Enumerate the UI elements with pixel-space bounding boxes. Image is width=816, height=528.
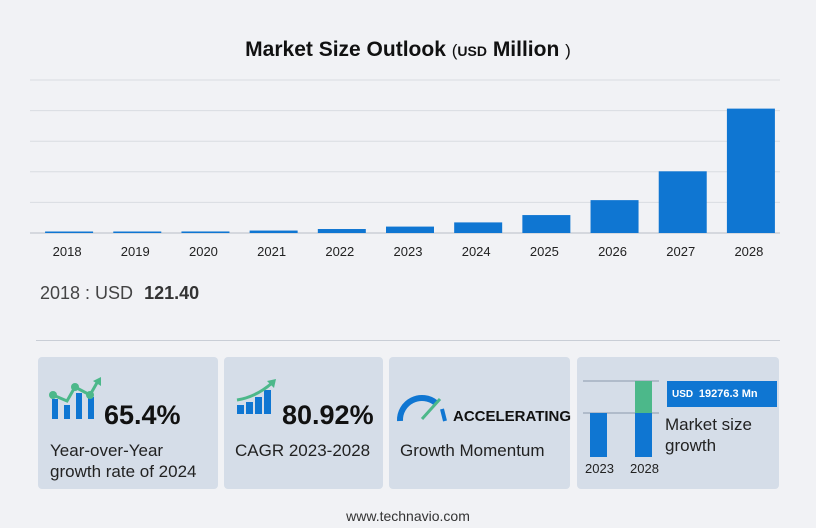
x-tick-label: 2023 (394, 244, 423, 259)
x-tick-label: 2024 (462, 244, 491, 259)
mini-year-start: 2023 (585, 461, 614, 476)
bar-chart: 2018 2019 2020 2021 2022 2023 2024 2025 2026 2027… (30, 79, 780, 259)
bar-2023 (386, 226, 434, 233)
baseline-value: 2018 : USD 121.40 (40, 283, 199, 304)
x-tick-label: 2020 (189, 244, 218, 259)
cagr-chart-icon (236, 379, 276, 414)
x-tick-label: 2022 (325, 244, 354, 259)
x-tick-label: 2019 (121, 244, 150, 259)
yoy-label-line2: growth rate of 2024 (50, 462, 197, 481)
growth-label-line1: Market size (665, 415, 752, 434)
mini-growth-chart (583, 380, 659, 457)
growth-value-badge: USD 19276.3 Mn (667, 381, 777, 407)
badge-value: 19276.3 Mn (698, 388, 758, 400)
bar-2022 (317, 229, 366, 233)
x-tick-label: 2026 (598, 244, 627, 259)
bar-2021 (249, 230, 298, 233)
footer-url: www.technavio.com (346, 508, 470, 524)
yoy-card: 65.4% Year-over-Year growth rate of 2024 (38, 357, 218, 489)
yoy-value: 65.4% (104, 400, 181, 430)
x-tick-label: 2028 (734, 244, 763, 259)
bar-2025 (522, 215, 571, 233)
title-paren-close: ) (565, 41, 571, 60)
title-scale: Million (492, 38, 560, 61)
bar-2027 (658, 171, 707, 233)
cagr-value: 80.92% (282, 400, 374, 430)
bar-2024 (454, 222, 503, 233)
momentum-label: Growth Momentum (400, 441, 545, 460)
title-main: Market Size Outlook (245, 38, 446, 61)
baseline-number: 121.40 (144, 283, 200, 303)
title-currency: USD (457, 43, 487, 59)
yoy-label-line1: Year-over-Year (50, 441, 164, 460)
x-tick-label: 2025 (530, 244, 559, 259)
mini-bar-2028-base (635, 413, 652, 457)
bar-2020 (181, 231, 230, 233)
market-growth-card: 2023 2028 Market size growth (577, 357, 779, 489)
momentum-card: ACCELERATING Growth Momentum (389, 357, 572, 489)
divider (36, 340, 780, 341)
x-tick-label: 2018 (53, 244, 82, 259)
cagr-card: 80.92% CAGR 2023-2028 (224, 357, 383, 489)
chart-title: Market Size Outlook (USD Million ) (0, 38, 816, 62)
momentum-value: ACCELERATING (453, 408, 572, 425)
growth-chart-icon (49, 377, 101, 419)
baseline-label: 2018 : USD (40, 283, 134, 303)
x-tick-label: 2027 (666, 244, 695, 259)
x-tick-label: 2021 (257, 244, 286, 259)
mini-year-end: 2028 (630, 461, 659, 476)
mini-bar-2023 (590, 413, 607, 457)
bar-2026 (590, 200, 639, 233)
badge-currency: USD (672, 389, 694, 400)
bar-2028 (726, 108, 775, 233)
speedometer-icon (396, 394, 447, 422)
mini-bar-2028-increment (635, 381, 652, 413)
title-paren-open: ( (451, 41, 458, 60)
cagr-label: CAGR 2023-2028 (235, 441, 371, 460)
bar-2019 (113, 231, 162, 233)
growth-label-line2: growth (665, 436, 717, 455)
bar-2018 (45, 231, 94, 233)
